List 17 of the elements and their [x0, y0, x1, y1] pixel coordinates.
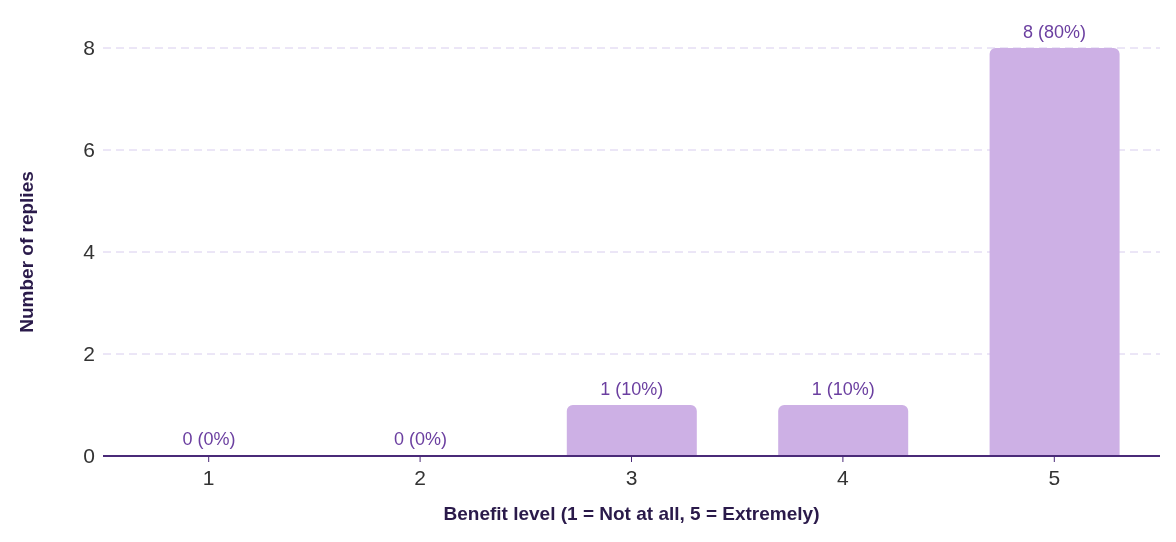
y-tick-label: 4	[83, 240, 96, 264]
data-label: 1 (10%)	[811, 379, 875, 399]
data-label: 8 (80%)	[1023, 22, 1087, 42]
x-tick-label: 4	[837, 465, 850, 489]
data-label: 0 (0%)	[393, 429, 447, 449]
y-tick-label: 6	[83, 138, 95, 162]
y-tick-label: 0	[83, 444, 95, 468]
y-tick-label: 2	[83, 342, 95, 366]
x-tick-label: 3	[625, 465, 638, 489]
data-label: 1 (10%)	[600, 379, 664, 399]
y-tick-label: 8	[83, 36, 95, 60]
y-axis-title: Number of replies	[15, 171, 37, 333]
x-tick-label: 1	[202, 465, 215, 489]
data-label: 0 (0%)	[182, 429, 236, 449]
x-tick-label: 2	[414, 465, 426, 489]
x-tick-label: 5	[1048, 465, 1061, 489]
x-axis-title: Benefit level (1 = Not at all, 5 = Extremely)	[443, 503, 820, 524]
